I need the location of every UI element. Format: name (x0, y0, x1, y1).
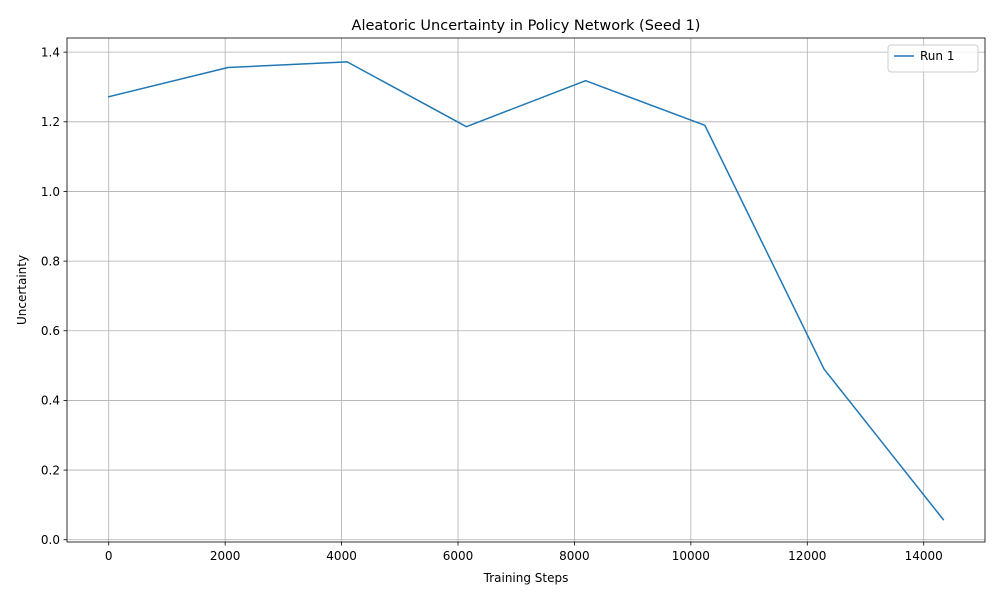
y-axis: 0.0 0.2 0.4 0.6 0.8 1.0 1.2 1.4 (41, 45, 67, 547)
plot-frame (66, 37, 986, 543)
y-tick-label: 0.2 (41, 463, 60, 477)
y-tick-label: 0.8 (41, 254, 60, 268)
y-axis-label: Uncertainty (15, 255, 29, 325)
legend-box (887, 44, 979, 73)
legend-label-run-1: Run 1 (920, 49, 954, 63)
y-tick-label: 0.4 (41, 394, 60, 408)
series-layer (107, 61, 945, 521)
x-tick-label: 14000 (905, 549, 943, 563)
x-tick-label: 2000 (210, 549, 241, 563)
legend: Run 1 (887, 44, 979, 73)
grid (67, 38, 985, 542)
x-tick-label: 0 (105, 549, 113, 563)
y-tick-label: 1.4 (41, 45, 60, 59)
x-tick-label: 10000 (672, 549, 710, 563)
y-tick-label: 0.0 (41, 533, 60, 547)
y-tick-label: 0.6 (41, 324, 60, 338)
x-tick-label: 8000 (559, 549, 590, 563)
y-tick-label: 1.2 (41, 115, 60, 129)
x-tick-label: 6000 (443, 549, 474, 563)
x-tick-label: 4000 (326, 549, 357, 563)
chart-title: Aleatoric Uncertainty in Policy Network … (352, 18, 701, 34)
y-tick-label: 1.0 (41, 185, 60, 199)
x-axis-label: Training Steps (483, 571, 569, 585)
series-line-run-1 (107, 61, 945, 521)
x-tick-label: 12000 (788, 549, 826, 563)
x-axis: 0 2000 4000 6000 8000 10000 12000 14000 (105, 542, 943, 563)
